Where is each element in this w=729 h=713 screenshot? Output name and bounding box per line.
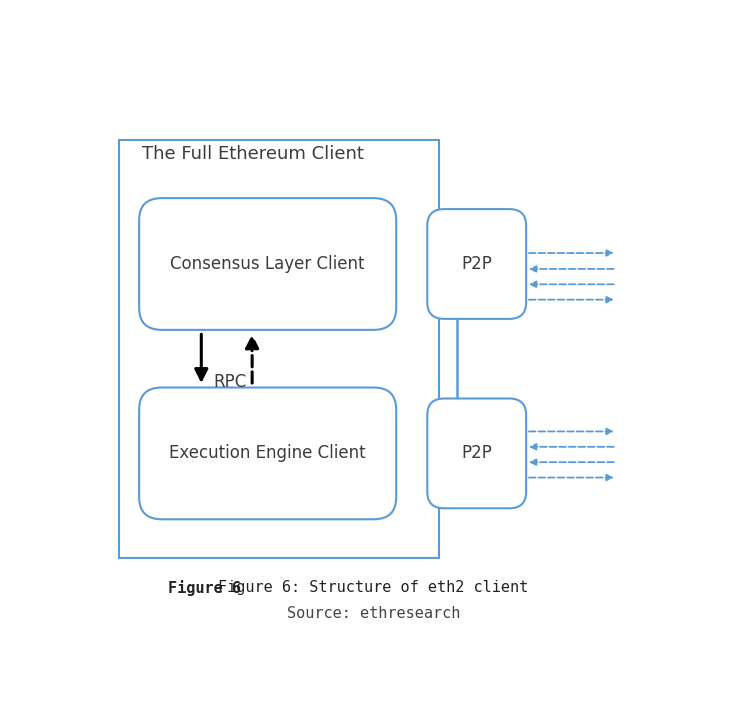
Text: RPC: RPC	[213, 373, 246, 391]
FancyBboxPatch shape	[427, 399, 526, 508]
Text: Source: ethresearch: Source: ethresearch	[287, 606, 460, 621]
Text: Consensus Layer Client: Consensus Layer Client	[171, 255, 365, 273]
Text: Execution Engine Client: Execution Engine Client	[169, 444, 366, 463]
Text: Figure 6: Figure 6	[168, 580, 241, 596]
Text: The Full Ethereum Client: The Full Ethereum Client	[142, 145, 364, 163]
Text: P2P: P2P	[461, 255, 492, 273]
Text: P2P: P2P	[461, 444, 492, 463]
FancyBboxPatch shape	[427, 209, 526, 319]
FancyBboxPatch shape	[120, 140, 439, 558]
Text: Figure 6: Structure of eth2 client: Figure 6: Structure of eth2 client	[219, 580, 529, 595]
FancyBboxPatch shape	[139, 388, 397, 519]
FancyBboxPatch shape	[139, 198, 397, 330]
